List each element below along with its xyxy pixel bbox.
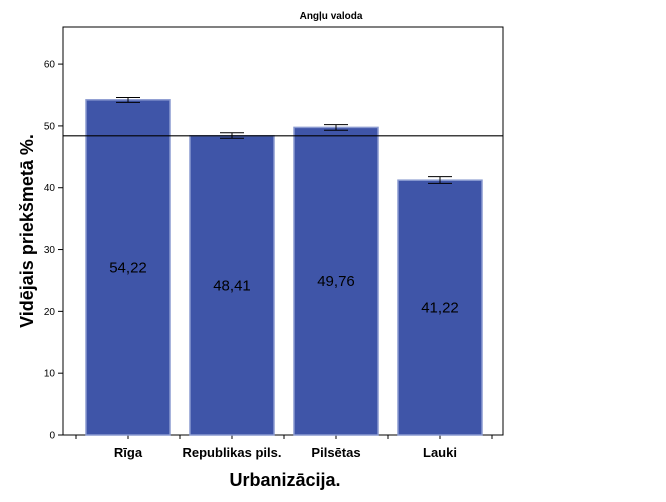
bars [85,99,483,436]
x-axis: Rīga Republikas pils. Pilsētas Lauki [75,435,493,460]
y-tick-label: 30 [44,245,56,256]
plot-frame [62,26,504,436]
bar-1 [85,99,171,436]
chart-title: Angļu valoda [300,11,363,22]
y-axis: 0 10 20 30 40 50 60 [44,60,63,442]
data-label: 41,22 [421,300,459,317]
bar-3 [293,126,379,436]
y-tick-label: 0 [49,431,55,442]
bar-4 [397,179,483,436]
y-tick-label: 50 [44,121,56,132]
error-bars [116,96,452,184]
data-label: 48,41 [213,277,251,294]
y-tick-label: 10 [44,369,56,380]
data-label: 49,76 [317,273,355,290]
data-label: 54,22 [109,259,147,276]
y-tick-label: 40 [44,183,56,194]
y-tick-label: 60 [44,60,56,71]
x-tick-label: Republikas pils. [183,445,282,460]
bar-2 [189,134,275,436]
data-labels: 54,22 48,41 49,76 41,22 [109,259,459,316]
x-tick-label: Pilsētas [311,445,360,460]
y-axis-title: Vidējais priekšmetā %. [17,134,37,328]
x-tick-label: Lauki [423,445,457,460]
y-tick-label: 20 [44,307,56,318]
x-axis-title: Urbanizācija. [229,470,340,490]
x-tick-label: Rīga [114,445,143,460]
